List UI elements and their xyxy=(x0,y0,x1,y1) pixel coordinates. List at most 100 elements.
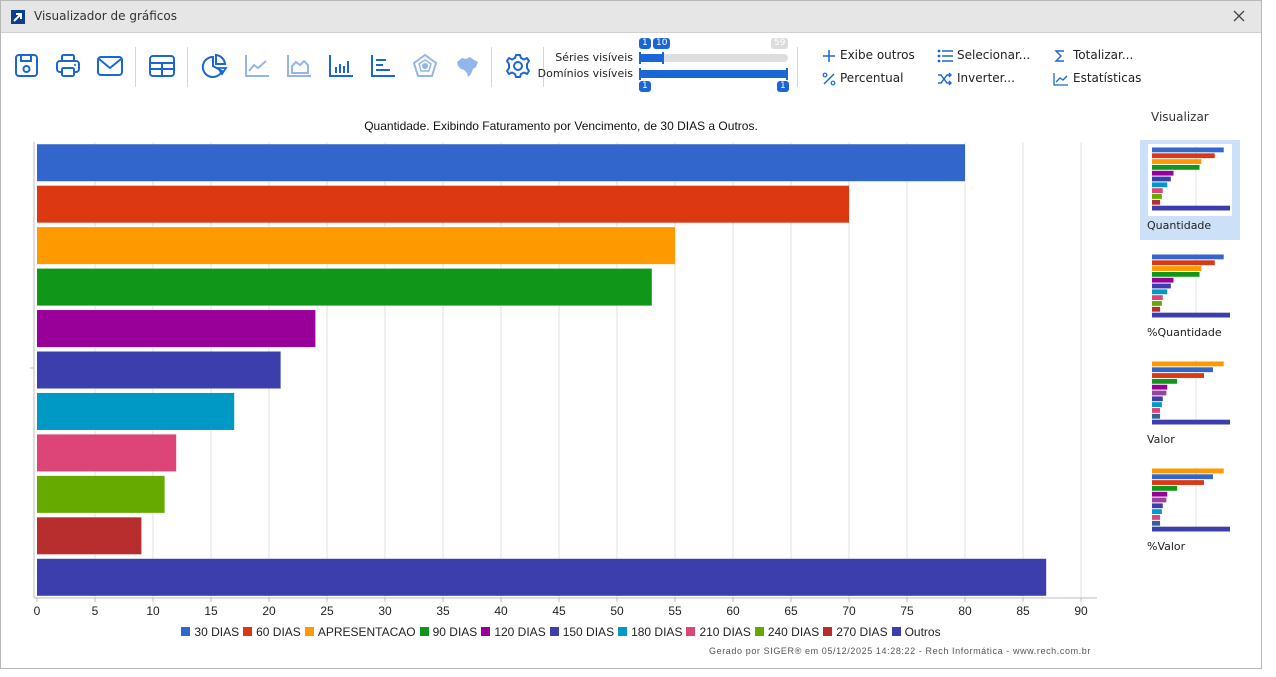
statistics-icon xyxy=(1053,73,1068,86)
series-slider-track[interactable] xyxy=(639,54,788,62)
title-bar: Visualizador de gráficos xyxy=(1,1,1261,33)
legend-item[interactable]: 30 DIAS xyxy=(181,625,239,639)
percentual-button[interactable]: Percentual xyxy=(822,71,912,87)
legend-label: 150 DIAS xyxy=(562,625,615,639)
table-icon[interactable] xyxy=(148,52,176,80)
series-slider-handle-max[interactable] xyxy=(662,52,664,64)
toolbar: Séries visíveis Domínios visíveis 1 10 5… xyxy=(1,33,1261,99)
print-icon[interactable] xyxy=(54,52,82,80)
thumbnail-bar xyxy=(1152,266,1202,271)
selecionar-label: Selecionar... xyxy=(957,48,1031,62)
legend-swatch xyxy=(243,627,253,636)
app-icon xyxy=(11,10,25,24)
exibe-outros-button[interactable]: Exibe outros xyxy=(822,48,915,64)
legend-label: 270 DIAS xyxy=(836,625,888,639)
legend-item[interactable]: 270 DIAS xyxy=(823,625,888,639)
email-icon[interactable] xyxy=(96,52,124,80)
series-min-badge: 1 xyxy=(639,38,651,49)
thumbnail-percent-valor[interactable]: %Valor xyxy=(1140,461,1240,561)
totalizar-button[interactable]: Totalizar... xyxy=(1053,48,1143,64)
percentual-label: Percentual xyxy=(840,71,904,85)
inverter-button[interactable]: Inverter... xyxy=(937,71,1027,87)
bar-150-dias xyxy=(37,351,281,389)
legend-label: 120 DIAS xyxy=(494,625,546,639)
save-icon[interactable] xyxy=(13,52,41,80)
thumbnail-bar xyxy=(1152,205,1230,211)
series-value-badge: 10 xyxy=(653,38,671,49)
thumbnail-chart xyxy=(1148,251,1232,323)
pie-chart-icon[interactable] xyxy=(201,52,229,80)
x-tick-label: 70 xyxy=(842,604,856,616)
x-tick-label: 5 xyxy=(92,604,99,616)
thumbnail-bar xyxy=(1152,254,1224,260)
thumbnail-bar xyxy=(1152,408,1161,413)
horizontal-bar-chart-icon[interactable] xyxy=(369,52,397,80)
legend-item[interactable]: 150 DIAS xyxy=(549,625,615,639)
legend-item[interactable]: APRESENTACAO xyxy=(304,625,416,639)
radar-chart-icon[interactable] xyxy=(411,52,439,80)
thumbnail-bar xyxy=(1152,526,1230,532)
area-chart-icon[interactable] xyxy=(285,52,313,80)
thumbnail-bar xyxy=(1152,509,1162,515)
bar-apresentacao xyxy=(37,227,675,265)
series-visible-label: Séries visíveis xyxy=(555,51,633,64)
thumbnail-valor[interactable]: Valor xyxy=(1140,354,1240,454)
toolbar-separator xyxy=(797,47,798,87)
thumbnail-bar xyxy=(1152,378,1178,384)
sigma-icon xyxy=(1054,50,1064,62)
legend-label: Outros xyxy=(904,625,941,639)
window-title: Visualizador de gráficos xyxy=(34,9,177,23)
legend-item[interactable]: 90 DIAS xyxy=(419,625,477,639)
series-slider-handle-min[interactable] xyxy=(639,52,641,64)
thumbnail-quantidade[interactable]: Quantidade xyxy=(1140,140,1240,240)
thumbnail-bar xyxy=(1152,306,1161,312)
legend-item[interactable]: 210 DIAS xyxy=(686,625,751,639)
thumbnail-bar xyxy=(1152,515,1161,520)
legend-item[interactable]: 180 DIAS xyxy=(618,625,682,639)
x-tick-label: 80 xyxy=(958,604,972,616)
legend-swatch xyxy=(181,627,191,636)
bar-210-dias xyxy=(37,434,177,472)
thumbnail-bar xyxy=(1152,260,1215,266)
legend-swatch xyxy=(686,627,696,636)
domains-slider-handle-max[interactable] xyxy=(786,68,788,80)
bar-120-dias xyxy=(37,310,316,348)
domains-visible-label: Domínios visíveis xyxy=(537,67,633,80)
shuffle-icon xyxy=(938,72,952,86)
thumbnail-bar xyxy=(1152,419,1230,425)
domains-slider-fill[interactable] xyxy=(639,70,788,78)
legend-item[interactable]: 120 DIAS xyxy=(481,625,546,639)
thumbnail-bar xyxy=(1152,271,1200,277)
map-brazil-icon[interactable] xyxy=(453,52,481,80)
thumbnail-bar xyxy=(1152,520,1161,526)
selecionar-button[interactable]: Selecionar... xyxy=(937,48,1031,64)
line-chart-icon[interactable] xyxy=(243,52,271,80)
thumbnail-bar xyxy=(1152,277,1174,283)
x-tick-label: 0 xyxy=(34,604,41,616)
legend-item[interactable]: Outros xyxy=(891,625,941,639)
toolbar-separator xyxy=(135,47,136,87)
list-icon xyxy=(937,49,953,63)
x-tick-label: 65 xyxy=(784,604,798,616)
legend-item[interactable]: 240 DIAS xyxy=(754,625,819,639)
close-icon[interactable] xyxy=(1231,8,1247,24)
bar-240-dias xyxy=(37,475,165,513)
percent-icon xyxy=(822,72,836,86)
bar-30-dias xyxy=(37,144,965,182)
thumbnail-bar xyxy=(1152,468,1224,474)
thumbnail-bar xyxy=(1152,491,1168,497)
thumbnail-bar xyxy=(1152,373,1204,378)
estatisticas-button[interactable]: Estatísticas xyxy=(1053,71,1143,87)
settings-icon[interactable] xyxy=(504,52,532,80)
legend-item[interactable]: 60 DIAS xyxy=(243,625,301,639)
bar-outros xyxy=(37,558,1047,596)
domains-max-badge: 1 xyxy=(777,81,789,92)
thumbnail-percent-quantidade[interactable]: %Quantidade xyxy=(1140,247,1240,347)
thumbnail-bar xyxy=(1152,182,1168,188)
chart-title: Quantidade. Exibindo Faturamento por Ven… xyxy=(364,119,758,133)
domains-slider-handle-min[interactable] xyxy=(639,68,641,80)
toolbar-separator xyxy=(491,47,492,87)
legend-swatch xyxy=(549,627,559,636)
thumbnail-bar xyxy=(1152,402,1162,408)
bar-chart-icon[interactable] xyxy=(327,52,355,80)
